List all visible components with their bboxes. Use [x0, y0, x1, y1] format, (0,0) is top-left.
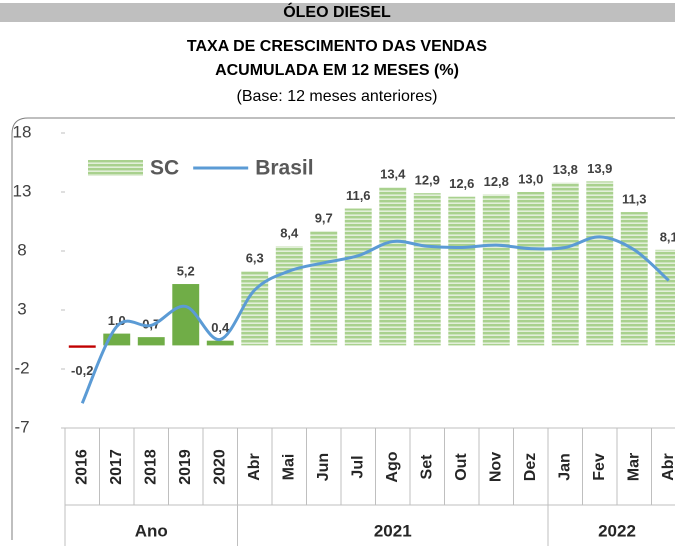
- x-tick-label: Mar: [625, 453, 642, 481]
- data-label: 8,1: [660, 229, 675, 244]
- group-label: Ano: [135, 521, 168, 540]
- data-label: 12,6: [449, 176, 474, 191]
- chart-title: ACUMULADA EM 12 MESES (%): [215, 62, 459, 79]
- legend-label: SC: [150, 157, 179, 180]
- bar: [620, 212, 648, 346]
- x-tick-label: 2016: [73, 449, 90, 485]
- x-tick-label: Fev: [591, 453, 608, 481]
- bar: [413, 193, 441, 346]
- bar: [137, 337, 165, 346]
- y-tick-label: -2: [14, 358, 29, 377]
- x-tick-label: Nov: [487, 452, 504, 482]
- bar: [344, 208, 372, 346]
- y-tick-label: 3: [17, 299, 26, 318]
- x-tick-label: 2019: [177, 449, 194, 485]
- y-tick-label: 18: [13, 122, 32, 141]
- header-bar: [0, 3, 675, 22]
- data-label: 11,3: [622, 191, 647, 206]
- bar: [379, 187, 407, 346]
- data-label: 13,4: [380, 167, 406, 182]
- x-tick-label: Abr: [660, 453, 675, 481]
- frame: [11, 117, 675, 540]
- x-tick-label: Abr: [246, 453, 263, 481]
- x-tick-label: Dez: [522, 453, 539, 481]
- bar: [517, 192, 545, 346]
- bar: [206, 340, 234, 346]
- x-tick-label: Ago: [384, 451, 401, 482]
- x-tick-label: Jan: [556, 453, 573, 481]
- data-label: 13,8: [553, 162, 578, 177]
- bar: [448, 196, 476, 346]
- x-tick-label: 2018: [142, 449, 159, 485]
- subtitle: (Base: 12 meses anteriores): [237, 88, 438, 105]
- bar: [482, 194, 510, 346]
- x-tick-label: Jul: [349, 455, 366, 478]
- group-label: 2022: [598, 521, 636, 540]
- bar: [551, 182, 579, 346]
- bar: [103, 333, 131, 346]
- data-label: 12,8: [484, 174, 509, 189]
- data-label: -0,2: [71, 363, 93, 378]
- x-tick-label: Set: [418, 454, 435, 480]
- legend-label: Brasil: [255, 157, 313, 180]
- bar: [655, 249, 675, 346]
- header: ÓLEO DIESEL: [283, 2, 391, 21]
- x-tick-label: Jun: [315, 453, 332, 481]
- bar: [68, 345, 96, 348]
- x-tick-label: Mai: [280, 454, 297, 481]
- bar: [275, 246, 303, 346]
- group-label: 2021: [374, 521, 412, 540]
- data-label: 0,4: [211, 320, 230, 335]
- bar: [310, 230, 338, 346]
- y-tick-label: -7: [14, 417, 29, 436]
- line: [80, 235, 670, 404]
- data-label: 5,2: [177, 263, 195, 278]
- y-tick-label: 8: [17, 240, 26, 259]
- data-label: 11,6: [346, 188, 371, 203]
- data-label: 13,9: [587, 161, 612, 176]
- data-label: 13,0: [518, 171, 543, 186]
- data-label: 9,7: [315, 210, 333, 225]
- legend-swatch: [88, 160, 143, 176]
- data-label: 8,4: [280, 226, 299, 241]
- data-label: 6,3: [246, 250, 264, 265]
- x-tick-label: 2020: [211, 449, 228, 485]
- x-tick-label: Out: [453, 453, 470, 481]
- y-tick-label: 13: [13, 181, 32, 200]
- chart-title: TAXA DE CRESCIMENTO DAS VENDAS: [187, 38, 488, 55]
- data-label: 12,9: [415, 173, 440, 188]
- x-tick-label: 2017: [108, 449, 125, 485]
- bar: [586, 181, 614, 346]
